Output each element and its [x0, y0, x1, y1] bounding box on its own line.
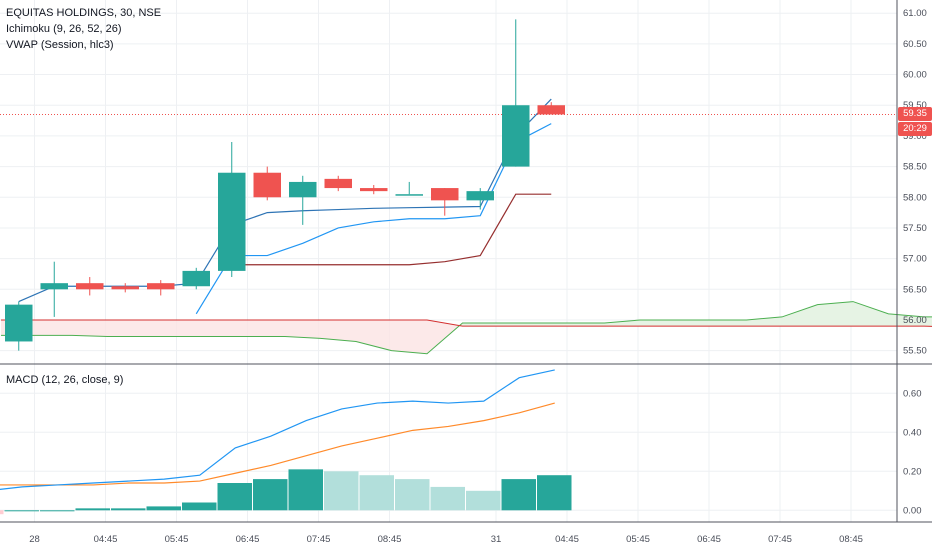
candle-body — [289, 181, 317, 198]
time-tick-label: 08:45 — [378, 534, 402, 545]
candle-body — [147, 283, 175, 290]
histogram-bar — [146, 506, 181, 511]
histogram-bar — [40, 510, 75, 512]
histogram-bar — [430, 486, 465, 511]
time-tick-label: 07:45 — [307, 534, 331, 545]
histogram-bar — [253, 479, 288, 511]
histogram-bar — [501, 479, 536, 511]
time-tick-label: 05:45 — [626, 534, 650, 545]
cloud-fill-bearish — [1, 301, 932, 354]
candlesticks — [5, 19, 565, 351]
macd-tick-label: 0.40 — [903, 427, 922, 438]
price-tick-label: 60.50 — [903, 39, 927, 50]
macd-line — [0, 369, 555, 490]
cloud-fill-bullish — [462, 301, 932, 327]
axes — [0, 0, 932, 523]
price-tick-label: 57.50 — [903, 223, 927, 234]
candle-body — [5, 304, 33, 342]
candle-body — [40, 283, 68, 290]
time-axis-ticks: 28 04:45 05:45 06:45 07:45 08:45 31 04:45 05:45 0… — [29, 534, 863, 545]
time-tick-label: 08:45 — [839, 534, 863, 545]
signal-line — [0, 402, 555, 486]
price-tick-label: 59.00 — [903, 131, 927, 142]
price-tick-label: 60.00 — [903, 70, 927, 81]
time-tick-label: 05:45 — [165, 534, 189, 545]
candle-body — [76, 283, 104, 290]
price-tick-label: 56.00 — [903, 315, 927, 326]
histogram-bar — [111, 508, 146, 511]
candle-body — [324, 178, 352, 189]
ichimoku-legend[interactable]: Ichimoku (9, 26, 52, 26) — [6, 23, 122, 35]
indicator-lines — [0, 98, 897, 315]
countdown-label: 20:29 — [898, 122, 932, 137]
symbol-title[interactable]: EQUITAS HOLDINGS, 30, NSE — [6, 7, 162, 19]
macd-histogram — [0, 469, 572, 515]
time-tick-label: 28 — [29, 534, 40, 545]
candle-body — [111, 286, 139, 290]
price-tick-label: 61.00 — [903, 8, 927, 19]
price-tick-label: 55.50 — [903, 346, 927, 357]
candle-body — [253, 172, 281, 198]
histogram-bar — [466, 490, 501, 511]
ichimoku-cloud — [1, 301, 932, 355]
histogram-bar — [324, 471, 359, 511]
senkou-span-a-line — [1, 301, 932, 355]
price-tick-label: 58.00 — [903, 192, 927, 203]
macd-legend[interactable]: MACD (12, 26, close, 9) — [6, 374, 124, 386]
vwap-line — [18, 98, 552, 303]
kijun-sen-line — [231, 193, 552, 266]
candle-body — [360, 188, 388, 192]
senkou-span-b-line — [1, 319, 932, 327]
macd-tick-label: 0.00 — [903, 505, 922, 516]
candle-body — [466, 191, 494, 201]
time-tick-label: 04:45 — [555, 534, 579, 545]
histogram-bar — [75, 508, 110, 511]
histogram-bar — [288, 469, 323, 511]
candle-body — [182, 270, 210, 287]
price-axis-ticks: 55.50 56.00 56.50 57.00 57.50 58.00 58.50 59.00… — [903, 8, 927, 516]
candle-body — [431, 188, 459, 201]
macd-tick-label: 0.60 — [903, 388, 922, 399]
histogram-bar — [537, 475, 572, 511]
time-tick-label: 04:45 — [94, 534, 118, 545]
candle-body — [537, 105, 565, 115]
histogram-bar — [182, 502, 217, 511]
last-price-label: 59.35 — [898, 107, 932, 122]
time-tick-label: 31 — [491, 534, 502, 545]
candle-body — [395, 194, 423, 196]
price-tick-label: 59.50 — [903, 100, 927, 111]
histogram-bar — [217, 483, 252, 511]
candle-body — [502, 105, 530, 167]
time-tick-label: 07:45 — [768, 534, 792, 545]
vwap-legend[interactable]: VWAP (Session, hlc3) — [6, 39, 114, 51]
histogram-bar — [4, 510, 39, 512]
time-tick-label: 06:45 — [697, 534, 721, 545]
price-tick-label: 57.00 — [903, 254, 927, 265]
macd-lines — [0, 369, 555, 490]
histogram-bar — [395, 479, 430, 511]
time-tick-label: 06:45 — [236, 534, 260, 545]
histogram-bar — [359, 475, 394, 511]
macd-tick-label: 0.20 — [903, 466, 922, 477]
price-tick-label: 56.50 — [903, 284, 927, 295]
candle-body — [218, 172, 246, 271]
histogram-bar — [0, 510, 4, 515]
price-tick-label: 58.50 — [903, 162, 927, 173]
